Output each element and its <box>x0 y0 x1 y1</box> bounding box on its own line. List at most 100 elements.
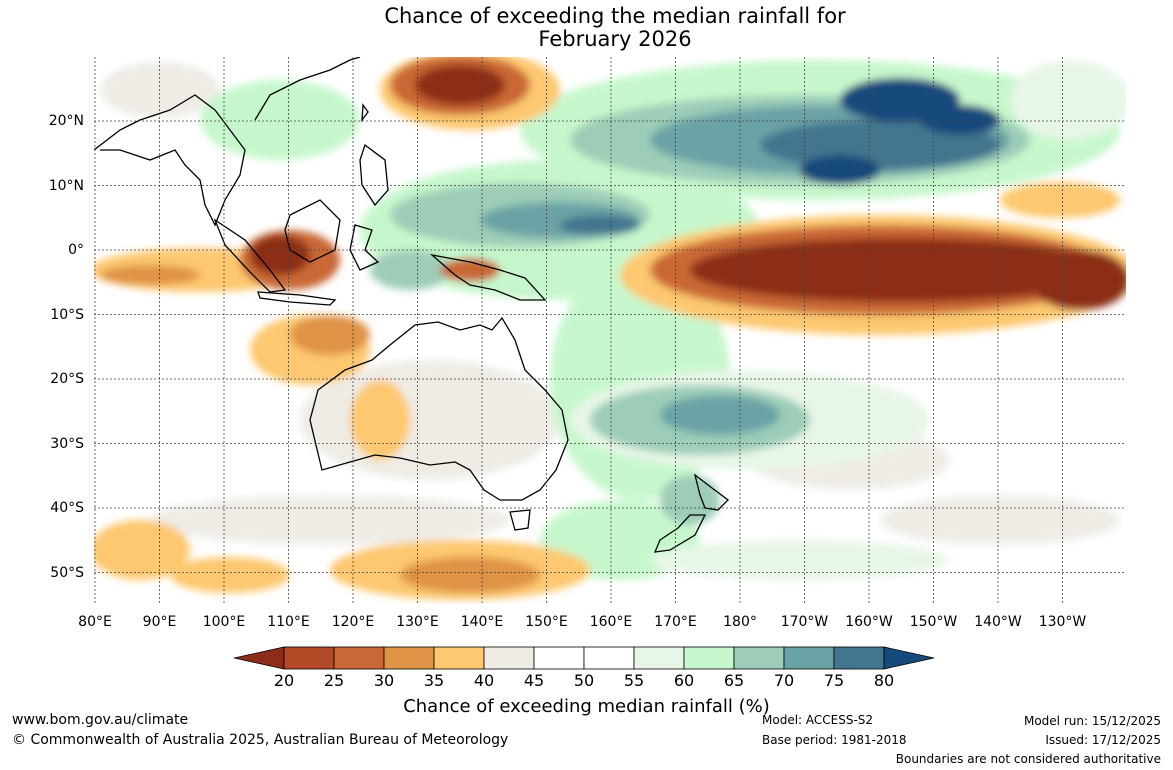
legend-swatch <box>483 646 535 670</box>
lat-tick: 20°S <box>50 371 84 387</box>
wet-region-very-strong <box>920 105 1000 135</box>
lon-tick: 130°W <box>1038 614 1087 630</box>
copyright-text: © Commonwealth of Australia 2025, Austra… <box>12 732 509 748</box>
sumatra-coastline <box>213 218 287 293</box>
australia-coastline <box>309 316 569 501</box>
legend-swatch-above-80 <box>883 646 935 670</box>
lat-tick: 40°S <box>50 500 84 516</box>
dry-region-mid <box>400 557 540 593</box>
neutral-region <box>100 62 220 118</box>
chart-subtitle: February 2026 <box>538 27 692 51</box>
lon-tick: 80°E <box>78 614 112 630</box>
legend-tick: 60 <box>673 671 695 690</box>
dry-region-strong <box>1030 250 1126 310</box>
lat-tick: 20°N <box>48 113 84 129</box>
legend-swatch <box>633 646 685 670</box>
legend-tick: 30 <box>373 671 395 690</box>
model-run-date: Model run: 15/12/2025 <box>1023 714 1161 728</box>
legend-tick: 20 <box>273 671 295 690</box>
lat-tick: 0° <box>68 242 84 258</box>
neutral-region <box>880 495 1120 545</box>
new-guinea-coastline <box>429 253 547 301</box>
java-coastline <box>257 291 337 306</box>
lon-tick: 130°E <box>396 614 439 630</box>
legend-tick: 25 <box>323 671 345 690</box>
tasmania-coastline <box>509 509 531 531</box>
website-link[interactable]: www.bom.gov.au/climate <box>12 712 189 728</box>
wet-region-very-strong <box>800 155 880 185</box>
legend-swatch <box>433 646 485 670</box>
dry-region-mid <box>440 258 500 282</box>
legend-swatch <box>733 646 785 670</box>
legend-swatch <box>333 646 385 670</box>
legend-swatch <box>683 646 735 670</box>
borneo-coastline <box>284 199 341 263</box>
legend-tick: 75 <box>823 671 845 690</box>
new-zealand-south-coastline <box>653 514 707 553</box>
wet-region-mid <box>660 475 720 525</box>
legend-swatch <box>783 646 835 670</box>
lon-tick: 150°W <box>909 614 958 630</box>
asia-coastline <box>94 94 246 227</box>
legend-swatch <box>383 646 435 670</box>
dry-region-strong <box>690 238 1110 302</box>
lon-tick: 140°E <box>460 614 504 630</box>
lon-tick: 120°E <box>331 614 375 630</box>
legend-tick: 65 <box>723 671 745 690</box>
taiwan-coastline <box>361 103 369 123</box>
lat-tick: 10°N <box>48 177 84 194</box>
legend-tick: 70 <box>773 671 795 690</box>
legend-colorbar <box>234 646 935 670</box>
lat-tick: 10°S <box>50 306 84 323</box>
legend-tick: 55 <box>623 671 645 690</box>
lon-tick: 150°E <box>525 614 568 630</box>
chart-title: Chance of exceeding the median rainfall … <box>384 4 846 28</box>
lon-tick: 140°W <box>974 614 1022 630</box>
lon-tick: 180° <box>723 614 757 630</box>
model-name: Model: ACCESS-S2 <box>762 713 874 727</box>
dry-region-light <box>1000 182 1120 218</box>
boundary-disclaimer: Boundaries are not considered authoritat… <box>895 752 1161 766</box>
legend-swatch <box>583 646 635 670</box>
philippines-coastline <box>359 143 389 207</box>
dry-region-light <box>170 557 290 593</box>
lon-tick: 100°E <box>202 614 246 630</box>
legend-swatch <box>533 646 585 670</box>
lon-tick: 170°W <box>780 614 829 630</box>
lon-tick: 160°W <box>845 614 893 630</box>
dry-region-mid <box>290 315 370 355</box>
wet-region-strong <box>560 215 640 235</box>
wet-region-light <box>650 540 950 580</box>
graticule <box>94 57 1126 604</box>
legend-swatch <box>833 646 885 670</box>
probability-fields <box>94 57 1126 600</box>
legend-tick: 45 <box>523 671 545 690</box>
wet-region-strong <box>660 395 780 435</box>
wet-region-mid <box>370 250 450 290</box>
lon-tick: 90°E <box>142 614 177 630</box>
legend-tick: 50 <box>573 671 595 690</box>
legend-swatch-below-20 <box>234 646 285 670</box>
legend-tick: 80 <box>873 671 895 690</box>
issued-date: Issued: 17/12/2025 <box>1045 733 1161 747</box>
legend-tick: 40 <box>473 671 495 690</box>
lat-tick: 30°S <box>50 435 84 452</box>
china-coastline <box>254 57 361 121</box>
wet-region-light <box>200 80 360 160</box>
new-zealand-north-coastline <box>693 473 729 511</box>
dry-region-strong <box>250 235 310 275</box>
base-period: Base period: 1981-2018 <box>762 733 907 747</box>
dry-region-light <box>350 380 410 460</box>
dry-region-mid <box>100 265 200 285</box>
neutral-region <box>150 495 510 545</box>
legend-swatch <box>283 646 335 670</box>
dry-region-light <box>94 520 190 580</box>
lon-tick: 170°E <box>654 614 697 630</box>
legend-title: Chance of exceeding median rainfall (%) <box>403 696 770 717</box>
lat-tick: 50°S <box>50 564 84 581</box>
legend-tick: 35 <box>423 671 445 690</box>
lon-tick: 110°E <box>267 614 310 630</box>
dry-region-strong <box>415 65 505 105</box>
wet-region-light <box>1010 60 1126 140</box>
